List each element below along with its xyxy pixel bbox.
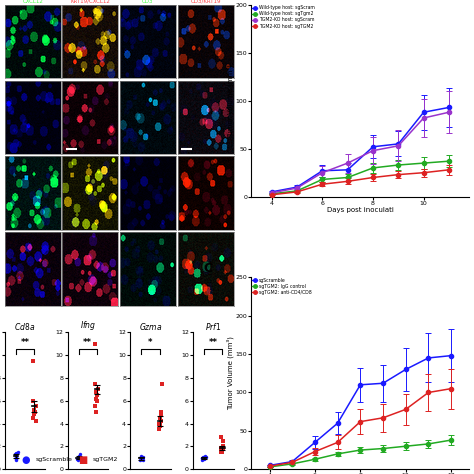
Point: [137, 456, 144, 464]
Point: [199, 454, 206, 462]
Point: [156, 420, 164, 428]
Point: [139, 456, 146, 464]
Point: [218, 447, 226, 455]
Point: [76, 454, 83, 462]
Point: [91, 403, 99, 410]
Title: CXCL12: CXCL12: [22, 0, 43, 4]
Title: $\it{Gzma}$: $\it{Gzma}$: [139, 320, 162, 331]
Point: [12, 456, 19, 464]
Y-axis label: Tumor Volume (mm³): Tumor Volume (mm³): [227, 337, 234, 410]
Point: [201, 454, 209, 462]
Text: B: B: [203, 0, 213, 2]
Point: [137, 454, 145, 462]
Point: [29, 397, 37, 405]
Point: [157, 409, 164, 416]
Text: **: **: [83, 338, 92, 347]
Point: [219, 445, 227, 453]
Point: [12, 449, 20, 457]
Point: [94, 385, 101, 393]
Point: [76, 452, 83, 459]
X-axis label: Days post inoculati: Days post inoculati: [327, 207, 394, 213]
Point: [74, 453, 82, 461]
Point: [74, 454, 82, 462]
Text: ■: ■: [78, 455, 88, 465]
Point: [155, 420, 163, 428]
Title: $\it{Ifng}$: $\it{Ifng}$: [80, 319, 96, 332]
Text: **: **: [209, 338, 218, 347]
Point: [218, 434, 225, 441]
Point: [219, 443, 227, 450]
Text: sgScramble: sgScramble: [36, 457, 73, 462]
Point: [139, 455, 146, 463]
Text: ●: ●: [22, 455, 30, 465]
Text: *: *: [148, 338, 153, 347]
Point: [199, 454, 207, 461]
Text: sgTGM2: sgTGM2: [92, 457, 118, 462]
Point: [31, 409, 38, 416]
Point: [200, 455, 208, 463]
Point: [157, 410, 164, 418]
Point: [218, 448, 226, 456]
Point: [32, 403, 40, 410]
Point: [92, 388, 100, 395]
Point: [30, 406, 37, 414]
Y-axis label: Tumor Volume (mm³): Tumor Volume (mm³): [227, 64, 234, 137]
Point: [218, 444, 225, 451]
Point: [14, 448, 22, 456]
Point: [75, 455, 83, 462]
Legend: Wild-type host: sgScram, Wild-type host: sgTgm2, TGM2-KO host: sgScram, TGM2-KO : Wild-type host: sgScram, Wild-type host:…: [252, 5, 315, 28]
Point: [199, 456, 206, 464]
Point: [93, 397, 101, 405]
Point: [12, 453, 20, 461]
Title: KRT19/CXCL12: KRT19/CXCL12: [70, 0, 110, 4]
Point: [92, 395, 100, 402]
Legend: sgScramble, sgTGM2: IgG control, sgTGM2: anti-CD4/CD8: sgScramble, sgTGM2: IgG control, sgTGM2:…: [252, 278, 311, 295]
Point: [157, 422, 164, 430]
Point: [201, 455, 209, 462]
Point: [11, 451, 18, 458]
Title: $\it{Prf1}$: $\it{Prf1}$: [205, 320, 221, 331]
Point: [155, 426, 163, 433]
Point: [75, 454, 83, 461]
Point: [32, 418, 40, 425]
Point: [139, 453, 147, 461]
Point: [218, 446, 226, 454]
Point: [218, 448, 225, 456]
Point: [201, 452, 209, 459]
Point: [137, 452, 145, 459]
Point: [93, 392, 101, 399]
Point: [91, 380, 99, 387]
Point: [73, 455, 80, 463]
Title: CD3: CD3: [142, 0, 154, 4]
Point: [219, 437, 227, 445]
Point: [76, 451, 84, 458]
Point: [198, 454, 206, 462]
Point: [91, 340, 99, 347]
Point: [138, 455, 146, 463]
Point: [158, 380, 165, 387]
Point: [12, 454, 19, 462]
Text: C: C: [203, 262, 212, 275]
Point: [138, 454, 146, 461]
Point: [12, 455, 20, 463]
Title: CD3/KRT19: CD3/KRT19: [190, 0, 221, 4]
Point: [92, 409, 100, 416]
Point: [12, 454, 19, 462]
Point: [74, 456, 82, 464]
Point: [29, 357, 37, 365]
Title: $\it{Cd8a}$: $\it{Cd8a}$: [14, 320, 36, 331]
Point: [157, 418, 164, 425]
Text: **: **: [20, 338, 29, 347]
Point: [29, 414, 37, 422]
Point: [30, 410, 37, 418]
Point: [138, 455, 146, 462]
Point: [12, 452, 20, 459]
Point: [156, 414, 164, 422]
Point: [30, 410, 37, 417]
Point: [202, 453, 210, 461]
